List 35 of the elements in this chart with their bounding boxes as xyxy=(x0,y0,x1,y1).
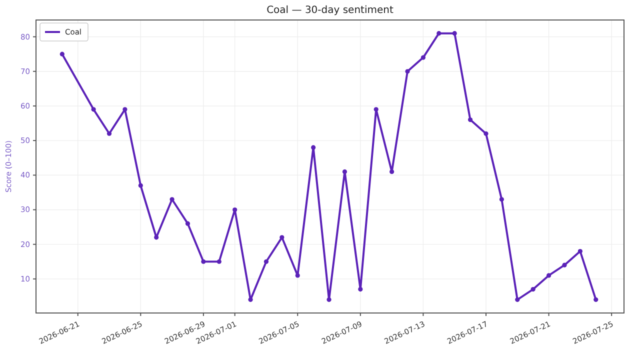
point xyxy=(578,248,582,254)
point xyxy=(216,259,222,264)
point xyxy=(91,107,96,112)
chart-title: Coal — 30-day sentiment xyxy=(266,5,394,16)
point xyxy=(311,145,316,150)
point xyxy=(484,131,488,136)
point xyxy=(390,169,394,174)
point xyxy=(232,207,238,212)
point xyxy=(295,273,300,278)
point xyxy=(405,69,410,74)
point xyxy=(374,107,378,112)
point xyxy=(138,183,143,188)
point xyxy=(106,131,112,136)
point xyxy=(420,55,426,60)
point xyxy=(201,259,206,264)
point xyxy=(185,221,190,226)
point xyxy=(515,297,520,302)
point xyxy=(264,259,269,264)
point xyxy=(358,287,363,292)
point xyxy=(170,197,174,202)
point xyxy=(530,287,536,292)
point xyxy=(326,297,332,302)
point xyxy=(248,297,253,302)
point xyxy=(562,262,567,268)
point xyxy=(452,31,457,36)
point xyxy=(60,52,64,56)
point xyxy=(499,197,504,202)
point xyxy=(280,235,284,240)
point xyxy=(594,297,598,302)
point xyxy=(342,169,348,174)
point xyxy=(154,235,159,240)
point xyxy=(122,107,128,112)
point xyxy=(436,31,442,36)
point xyxy=(468,118,473,122)
point xyxy=(546,273,552,278)
